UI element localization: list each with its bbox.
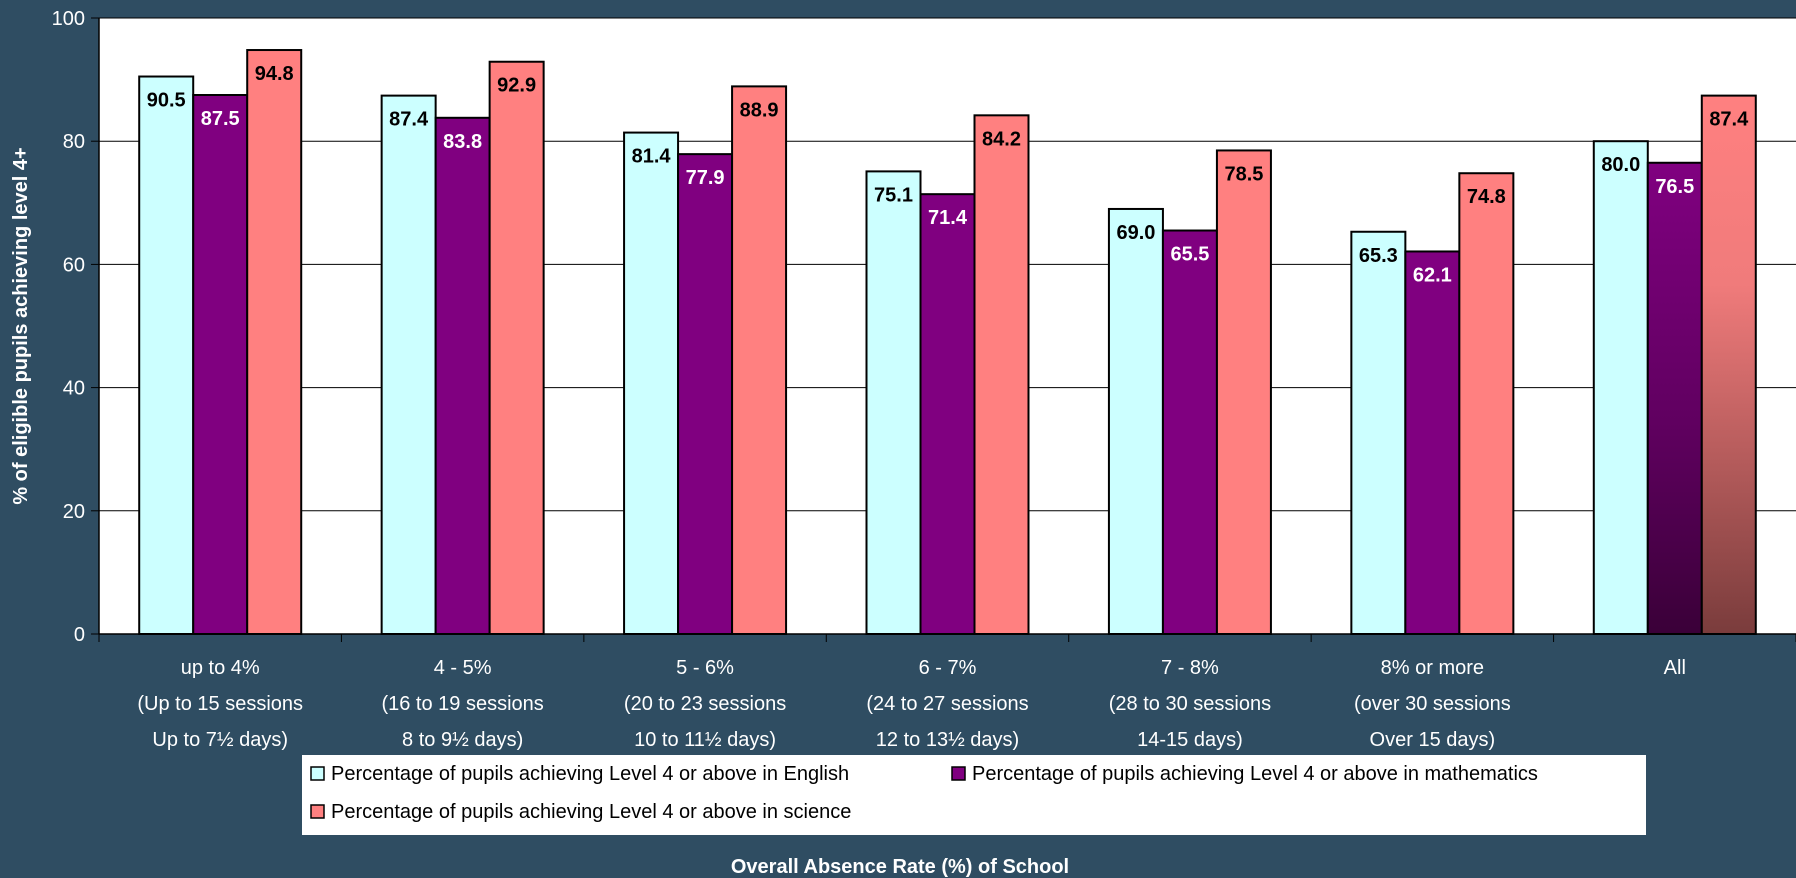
data-label: 84.2 <box>982 128 1021 150</box>
data-label: 77.9 <box>686 167 725 189</box>
x-category-label: 8% or more <box>1381 657 1484 679</box>
data-label: 87.5 <box>201 108 240 130</box>
data-label: 78.5 <box>1224 163 1263 185</box>
bar <box>731 85 788 636</box>
data-label: 88.9 <box>740 99 779 121</box>
bar <box>973 114 1030 635</box>
x-axis-title: Overall Absence Rate (%) of School <box>731 856 1069 878</box>
data-label: 75.1 <box>874 184 913 206</box>
data-label: 80.0 <box>1601 154 1640 176</box>
x-category-label: 4 - 5% <box>434 657 492 679</box>
bar <box>434 116 491 636</box>
x-category-label: (20 to 23 sessions <box>624 693 786 715</box>
data-labels: 90.5 87.5 94.8 87.4 83.8 92.9 81.4 77.9 88.9 75.1… <box>147 63 1749 286</box>
y-axis-title: % of eligible pupils achieving level 4+ <box>10 147 32 504</box>
legend-swatch <box>310 804 325 819</box>
x-category-label: up to 4% <box>181 657 260 679</box>
data-label: 90.5 <box>147 90 186 112</box>
x-category-label: Up to 7½ days) <box>152 729 288 751</box>
data-label: 87.4 <box>389 109 429 131</box>
x-category-label: 10 to 11½ days) <box>634 729 776 751</box>
y-tick-label: 80 <box>63 131 85 153</box>
y-tick-label: 100 <box>52 8 85 30</box>
bar <box>488 60 545 635</box>
x-category-label: 7 - 8% <box>1161 657 1219 679</box>
bar <box>1646 161 1703 635</box>
x-category-label: (16 to 19 sessions <box>381 693 543 715</box>
x-category-label: All <box>1664 657 1686 679</box>
bar <box>1215 149 1272 635</box>
legend-swatch <box>310 766 325 781</box>
y-tick-labels: 0 20 40 60 80 100 <box>52 8 85 646</box>
x-category-label: 8 to 9½ days) <box>402 729 523 751</box>
data-label: 76.5 <box>1655 176 1694 198</box>
bar <box>623 131 680 636</box>
x-category-labels: up to 4% (Up to 15 sessions Up to 7½ days)… <box>137 657 1686 751</box>
bar <box>1404 250 1461 636</box>
bar <box>246 49 303 636</box>
bar <box>1700 94 1757 635</box>
data-label: 71.4 <box>928 207 968 229</box>
bar <box>1161 229 1218 636</box>
data-label: 65.3 <box>1359 245 1398 267</box>
bar <box>1107 207 1164 636</box>
bar <box>919 193 976 635</box>
x-category-label: 12 to 13½ days) <box>876 729 1019 751</box>
x-category-label: (Up to 15 sessions <box>137 693 303 715</box>
y-tick-label: 40 <box>63 378 85 400</box>
x-category-label: 6 - 7% <box>919 657 977 679</box>
y-tick-label: 0 <box>74 624 85 646</box>
legend-box <box>302 755 1646 835</box>
x-category-label: (over 30 sessions <box>1354 693 1511 715</box>
bar <box>865 170 922 635</box>
data-label: 65.5 <box>1170 244 1209 266</box>
bar <box>138 75 195 635</box>
bar <box>677 153 734 636</box>
data-label: 92.9 <box>497 75 536 97</box>
data-label: 74.8 <box>1467 186 1506 208</box>
data-label: 83.8 <box>443 131 482 153</box>
bar <box>1592 140 1649 635</box>
bar <box>192 94 249 635</box>
bar <box>380 94 437 635</box>
x-category-label: 5 - 6% <box>676 657 734 679</box>
legend-label: Percentage of pupils achieving Level 4 o… <box>972 763 1538 785</box>
bar <box>1458 172 1515 635</box>
legend-swatch <box>951 766 966 781</box>
legend-label: Percentage of pupils achieving Level 4 o… <box>331 763 849 785</box>
data-label: 87.4 <box>1709 109 1749 131</box>
legend: Percentage of pupils achieving Level 4 o… <box>302 755 1646 835</box>
x-category-label: 14-15 days) <box>1137 729 1243 751</box>
x-category-label: (28 to 30 sessions <box>1109 693 1271 715</box>
axes <box>91 17 1796 642</box>
data-label: 94.8 <box>255 63 294 85</box>
y-tick-label: 60 <box>63 254 85 276</box>
data-label: 69.0 <box>1116 222 1155 244</box>
legend-label: Percentage of pupils achieving Level 4 o… <box>331 801 851 823</box>
bar <box>1350 230 1407 635</box>
x-category-label: (24 to 27 sessions <box>866 693 1028 715</box>
x-category-label: Over 15 days) <box>1370 729 1496 751</box>
y-tick-label: 20 <box>63 501 85 523</box>
data-label: 81.4 <box>632 146 672 168</box>
bars <box>138 49 1757 636</box>
data-label: 62.1 <box>1413 264 1452 286</box>
